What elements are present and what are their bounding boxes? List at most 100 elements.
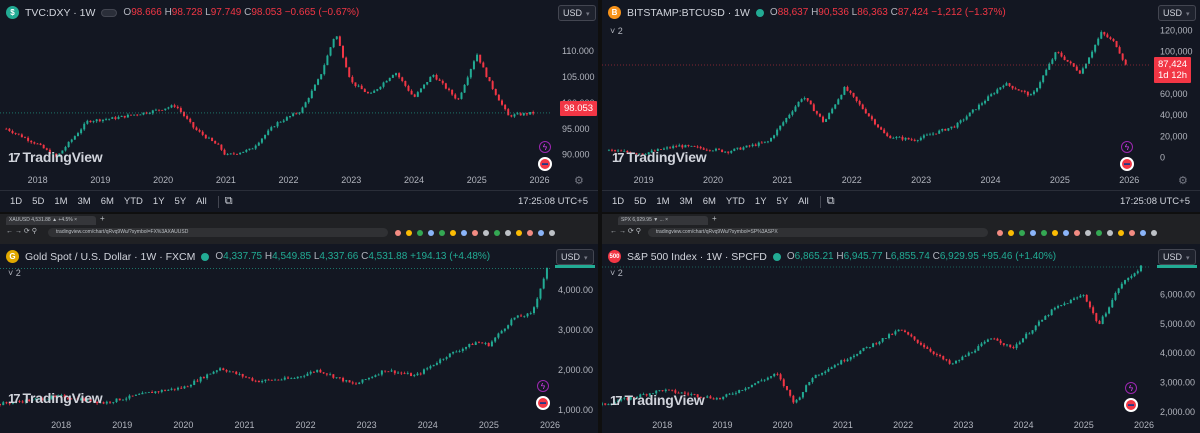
lightning-icon[interactable]: ϟ (539, 141, 551, 153)
candle-body (273, 126, 276, 128)
nav-icons[interactable]: ← → ⟳ ⚲ (6, 228, 37, 235)
timeframe-all[interactable]: All (798, 196, 809, 207)
chart-panel-spx[interactable]: 500 S&P 500 Index · 1W · SPCFD O6,865.21… (602, 244, 1200, 433)
address-bar[interactable]: tradingview.com/chart/qRvq9Wu/?symbol=SP… (648, 228, 988, 237)
symbol-header[interactable]: B BITSTAMP:BTCUSD · 1W O88,637 H90,536 L… (608, 6, 1006, 19)
candle (96, 401, 99, 406)
us-flag-icon[interactable]: ▬ (536, 396, 550, 410)
timeframe-3m[interactable]: 3M (679, 196, 693, 207)
chart-panel-dxy[interactable]: $ TVC:DXY · 1W O98.666 H98.728 L97.749 C… (0, 0, 598, 190)
us-flag-icon[interactable]: ▬ (538, 157, 552, 171)
timeframe-1y[interactable]: 1Y (754, 196, 767, 207)
candle-body (189, 384, 192, 387)
candle (64, 145, 67, 152)
candle-body (913, 139, 916, 141)
calendar-range-icon[interactable]: ⧉ (826, 195, 835, 207)
candle-body (39, 143, 42, 145)
candle (629, 396, 632, 401)
timeframe-1d[interactable]: 1D (10, 196, 23, 207)
candle (229, 153, 232, 155)
browser-tab[interactable]: XAUUSD 4,531.88 ▲ +4.5% × (6, 216, 96, 225)
price-chart[interactable]: 120,000100,00080,00060,00040,00020,00002… (602, 0, 1200, 190)
timeframe-6m[interactable]: 6M (702, 196, 716, 207)
candle (861, 103, 864, 110)
timeframe-1d[interactable]: 1D (612, 196, 625, 207)
candle-body (968, 112, 971, 117)
indicators-collapse[interactable]: ˅ 2 (610, 26, 623, 36)
symbol-header[interactable]: G Gold Spot / U.S. Dollar · 1W · FXCM O4… (6, 250, 490, 263)
candle (482, 61, 485, 68)
address-bar[interactable]: tradingview.com/chart/qRvq9Wu/?symbol=FX… (48, 228, 388, 237)
x-axis-tick-label: 2022 (842, 175, 862, 185)
timeframe-1y[interactable]: 1Y (152, 196, 165, 207)
timeframe-ytd[interactable]: YTD (725, 196, 745, 207)
symbol-title[interactable]: TVC:DXY · 1W (25, 6, 96, 19)
candle (894, 329, 897, 336)
chart-panel-btc[interactable]: B BITSTAMP:BTCUSD · 1W O88,637 H90,536 L… (602, 0, 1200, 190)
lightning-icon[interactable]: ϟ (1125, 382, 1137, 394)
timeframe-5y[interactable]: 5Y (174, 196, 187, 207)
currency-select[interactable]: USD (1158, 5, 1196, 21)
candle-body (1097, 38, 1100, 45)
candle (112, 401, 115, 405)
lightning-icon[interactable]: ϟ (1121, 141, 1133, 153)
timeframe-1m[interactable]: 1M (54, 196, 68, 207)
candle-body (154, 391, 157, 394)
candle-body (1092, 307, 1095, 314)
clock[interactable]: 17:25:08 UTC+5 (1120, 196, 1190, 207)
candle (48, 148, 51, 155)
candle-body (432, 364, 435, 367)
us-flag-icon[interactable]: ▬ (1120, 157, 1134, 171)
visibility-toggle-icon[interactable] (101, 8, 118, 17)
new-tab-icon[interactable]: + (712, 214, 717, 223)
nav-icons[interactable]: ← → ⟳ ⚲ (610, 228, 641, 235)
clock[interactable]: 17:25:08 UTC+5 (518, 196, 588, 207)
currency-select[interactable]: USD (1158, 249, 1196, 265)
symbol-header[interactable]: 500 S&P 500 Index · 1W · SPCFD O6,865.21… (608, 250, 1056, 263)
us-flag-icon[interactable]: ▬ (1124, 398, 1138, 412)
timeframe-3m[interactable]: 3M (77, 196, 91, 207)
timeframe-1m[interactable]: 1M (656, 196, 670, 207)
timeframe-5d[interactable]: 5D (32, 196, 45, 207)
candle-body (354, 82, 357, 86)
symbol-title[interactable]: Gold Spot / U.S. Dollar · 1W · FXCM (25, 250, 196, 263)
candle-body (245, 149, 248, 152)
candle-body (211, 137, 214, 141)
candle-body (645, 394, 648, 396)
new-tab-icon[interactable]: + (100, 214, 105, 223)
currency-select[interactable]: USD (556, 249, 594, 265)
symbol-title[interactable]: BITSTAMP:BTCUSD · 1W (627, 6, 750, 19)
candle-body (1124, 280, 1127, 284)
candle-body (867, 113, 870, 117)
indicators-collapse[interactable]: ˅ 2 (610, 268, 623, 278)
currency-select[interactable]: USD (558, 5, 596, 21)
symbol-header[interactable]: $ TVC:DXY · 1W O98.666 H98.728 L97.749 C… (6, 6, 359, 19)
symbol-title[interactable]: S&P 500 Index · 1W · SPCFD (627, 250, 767, 263)
settings-gear-icon[interactable]: ⚙ (574, 175, 584, 187)
price-chart[interactable]: 6,000.005,000.004,000.003,000.002,000.00… (602, 244, 1200, 433)
candle-body (776, 129, 779, 136)
lightning-icon[interactable]: ϟ (537, 380, 549, 392)
candle-body (101, 119, 104, 122)
timeframe-6m[interactable]: 6M (100, 196, 114, 207)
candle (501, 99, 504, 106)
candle (277, 379, 280, 381)
timeframe-5y[interactable]: 5Y (776, 196, 789, 207)
candle (280, 378, 283, 381)
chart-panel-gold[interactable]: G Gold Spot / U.S. Dollar · 1W · FXCM O4… (0, 244, 598, 433)
candle-body (335, 377, 338, 379)
extension-icons[interactable] (997, 228, 1157, 237)
extension-icons[interactable] (395, 228, 555, 237)
timeframe-ytd[interactable]: YTD (123, 196, 143, 207)
calendar-range-icon[interactable]: ⧉ (224, 195, 233, 207)
candle (55, 153, 58, 159)
browser-tab[interactable]: SPX 6,929.95 ▼ ... × (618, 216, 708, 225)
indicators-collapse[interactable]: ˅ 2 (8, 268, 21, 278)
timeframe-all[interactable]: All (196, 196, 207, 207)
candle-body (142, 112, 145, 115)
candle (923, 342, 926, 349)
settings-gear-icon[interactable]: ⚙ (1178, 175, 1188, 187)
timeframe-5d[interactable]: 5D (634, 196, 647, 207)
candle (968, 112, 971, 117)
